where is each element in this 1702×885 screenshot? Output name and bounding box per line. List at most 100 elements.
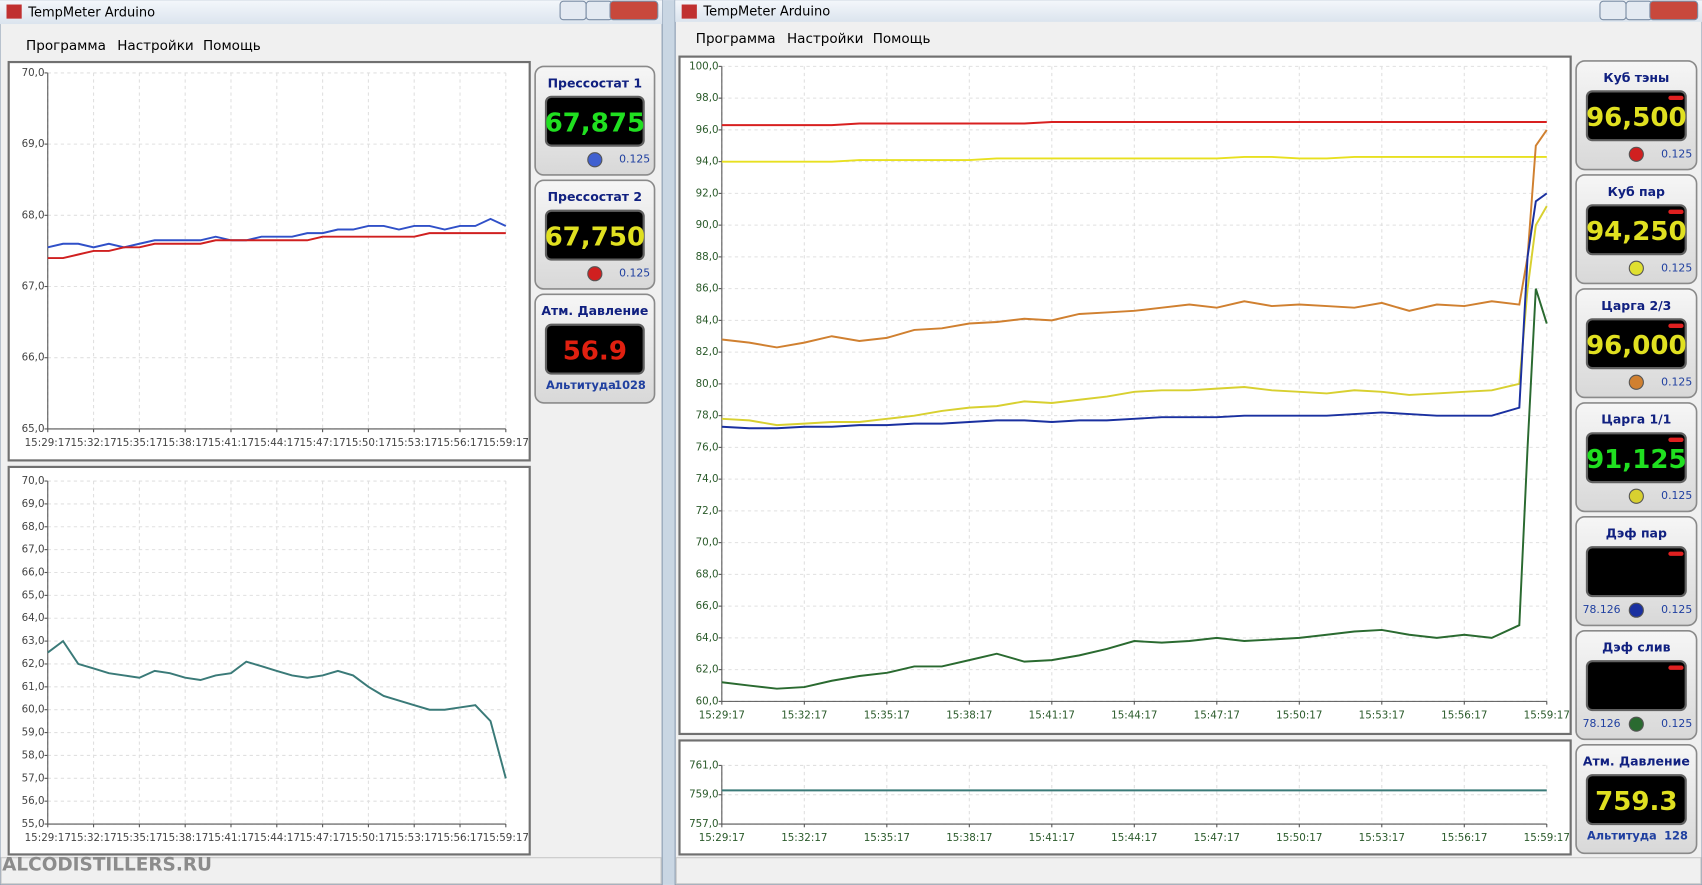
alarm-indicator <box>1668 551 1684 556</box>
menu-item[interactable]: Настройки <box>117 38 194 54</box>
y-tick-label: 90,0 <box>696 219 719 231</box>
step-value: 0.125 <box>1661 375 1692 388</box>
series-line <box>47 639 507 779</box>
display-value: 94,250 <box>1586 217 1687 247</box>
y-tick-label: 759,0 <box>689 789 718 801</box>
sensor-color <box>587 152 603 168</box>
window-close-button[interactable] <box>1649 0 1699 21</box>
status-bar <box>0 857 662 885</box>
step-value: 0.125 <box>619 153 650 166</box>
display-value: 91,125 <box>1586 445 1687 475</box>
sensor-color <box>1628 488 1644 504</box>
window-max-button[interactable] <box>585 0 613 21</box>
x-tick-label: 15:50:17 <box>1276 709 1322 721</box>
y-tick-label: 56,0 <box>22 795 45 807</box>
x-tick-label: 15:47:17 <box>299 832 345 844</box>
watermark: ALCODISTILLERS.RU <box>2 854 212 875</box>
alarm-indicator <box>1668 209 1684 215</box>
chart-frame <box>678 55 1572 736</box>
title-bar <box>675 0 1702 22</box>
window-min-button[interactable] <box>559 0 587 21</box>
sensor-color <box>587 266 603 282</box>
x-tick-label: 15:50:17 <box>345 437 391 449</box>
menu-item[interactable]: Помощь <box>203 38 261 54</box>
x-tick-label: 15:41:17 <box>1029 832 1075 844</box>
x-tick-label: 15:59:17 <box>1524 709 1570 721</box>
display-value: 96,500 <box>1586 103 1687 133</box>
window-min-button[interactable] <box>1599 0 1627 21</box>
menu-item[interactable]: Настройки <box>787 31 864 47</box>
x-tick-label: 15:38:17 <box>162 437 208 449</box>
panel-title: Куб тэны <box>1603 70 1669 85</box>
window-close-button[interactable] <box>609 0 659 21</box>
y-tick-label: 80,0 <box>696 378 719 390</box>
display <box>1585 774 1687 826</box>
menu-bar <box>676 24 1701 54</box>
y-tick-label: 84,0 <box>696 314 719 326</box>
y-tick-label: 78,0 <box>696 410 719 422</box>
x-tick-label: 15:50:17 <box>1276 832 1322 844</box>
x-tick-label: 15:35:17 <box>116 437 162 449</box>
x-tick-label: 15:53:17 <box>1359 832 1405 844</box>
display-value: 67,750 <box>545 222 646 252</box>
x-tick-label: 15:35:17 <box>116 832 162 844</box>
y-tick-label: 68,0 <box>22 521 45 533</box>
step-value: 0.125 <box>619 267 650 280</box>
menu-bar <box>1 30 662 60</box>
app-icon <box>6 4 22 19</box>
x-tick-label: 15:29:17 <box>699 832 745 844</box>
status-bar <box>675 857 1702 885</box>
menu-item[interactable]: Помощь <box>873 31 931 47</box>
display <box>1585 318 1687 370</box>
y-tick-label: 82,0 <box>696 346 719 358</box>
panel-title: Царга 2/3 <box>1601 298 1671 313</box>
x-tick-label: 15:44:17 <box>1111 709 1157 721</box>
series-line <box>721 120 1547 127</box>
y-tick-label: 70,0 <box>22 67 45 79</box>
menu-item[interactable]: Программа <box>696 31 776 47</box>
window-title: TempMeter Arduino <box>702 5 830 20</box>
y-tick-label: 70,0 <box>696 537 719 549</box>
y-tick-label: 88,0 <box>696 251 719 263</box>
menu-item[interactable]: Программа <box>26 38 106 54</box>
sensor-color <box>1628 716 1644 732</box>
y-tick-label: 62,0 <box>696 664 719 676</box>
series-line <box>721 155 1547 163</box>
step-value: 0.125 <box>1661 717 1692 730</box>
y-tick-label: 63,0 <box>22 635 45 647</box>
panel-title: Прессостат 2 <box>548 189 642 204</box>
x-tick-label: 15:44:17 <box>1111 832 1157 844</box>
display <box>1585 204 1687 256</box>
altitude-value: 128 <box>1664 828 1688 842</box>
x-tick-label: 15:44:17 <box>254 437 300 449</box>
y-tick-label: 66,0 <box>22 352 45 364</box>
x-tick-label: 15:59:17 <box>1524 832 1570 844</box>
x-tick-label: 15:32:17 <box>70 832 116 844</box>
series-line <box>721 129 1548 349</box>
panel-title: Атм. Давление <box>541 303 648 318</box>
y-tick-label: 98,0 <box>696 92 719 104</box>
sensor-color <box>1628 146 1644 162</box>
x-tick-label: 15:41:17 <box>1029 709 1075 721</box>
series-line <box>721 288 1548 690</box>
step-value: 0.125 <box>1661 261 1692 274</box>
y-tick-label: 57,0 <box>22 772 45 784</box>
y-tick-label: 58,0 <box>22 749 45 761</box>
x-tick-label: 15:59:17 <box>483 832 529 844</box>
panel-title: Дэф слив <box>1602 640 1670 655</box>
y-tick-label: 67,0 <box>22 281 45 293</box>
window-max-button[interactable] <box>1625 0 1653 21</box>
y-tick-label: 86,0 <box>696 283 719 295</box>
sensor-color <box>1628 602 1644 618</box>
sensor-value: 78.126 <box>1583 717 1621 730</box>
x-tick-label: 15:47:17 <box>1194 709 1240 721</box>
y-tick-label: 60,0 <box>22 704 45 716</box>
y-tick-label: 67,0 <box>22 544 45 556</box>
step-value: 0.125 <box>1661 603 1692 616</box>
y-tick-label: 68,0 <box>696 568 719 580</box>
panel-title: Атм. Давление <box>1583 754 1690 769</box>
sensor-color <box>1628 260 1644 276</box>
y-tick-label: 757,0 <box>689 818 718 830</box>
x-tick-label: 15:53:17 <box>391 437 437 449</box>
display-value: 56.9 <box>563 336 627 366</box>
